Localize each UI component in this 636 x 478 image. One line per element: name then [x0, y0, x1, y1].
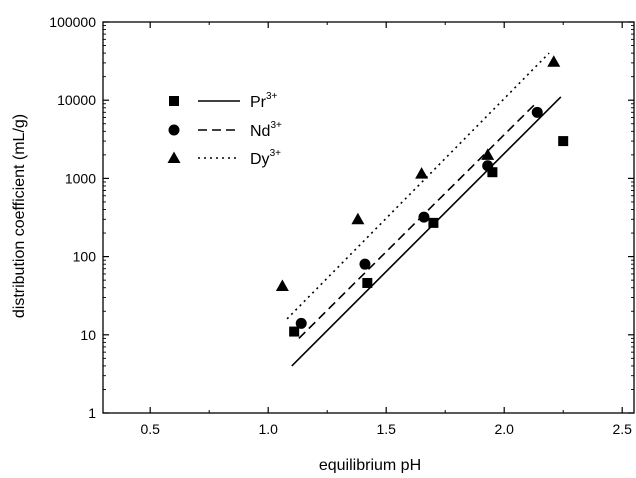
data-point-pr	[362, 277, 373, 288]
data-point-dy	[351, 212, 365, 225]
legend-label-superscript: 3+	[266, 91, 278, 102]
fit-lines	[286, 52, 562, 367]
y-tick-label: 10000	[57, 92, 96, 108]
data-point-nd	[295, 317, 307, 329]
data-point-nd	[531, 106, 543, 118]
y-axis-title: distribution coefficient (mL/g)	[11, 114, 28, 318]
legend-label-superscript: 3+	[270, 148, 282, 159]
legend-label: Nd3+	[250, 120, 282, 140]
data-point-pr	[428, 217, 439, 228]
x-tick-label: 1.0	[258, 421, 278, 437]
x-axis-title: equilibrium pH	[319, 457, 421, 473]
x-tick-label: 2.5	[612, 421, 632, 437]
y-tick-label: 100000	[49, 14, 96, 30]
legend-label: Pr3+	[250, 91, 278, 111]
data-point-nd	[418, 211, 430, 223]
x-tick-label: 1.5	[376, 421, 396, 437]
fit-line-nd	[298, 101, 538, 339]
plot-frame	[102, 21, 635, 414]
y-tick-label: 10	[80, 327, 96, 343]
legend-marker	[169, 96, 179, 106]
ticks-layer: 0.5 1.0 1.5 2.0 2.5 1 10 100 1000 10000 100000	[49, 14, 634, 437]
y-tick-label: 100	[73, 249, 97, 265]
fit-line-dy	[286, 52, 550, 320]
fit-line-pr	[291, 96, 562, 367]
data-point-pr	[558, 136, 569, 147]
y-tick-label: 1	[88, 405, 96, 421]
legend-marker	[167, 151, 181, 163]
data-point-nd	[359, 258, 371, 270]
legend-label-base: Nd	[250, 123, 270, 140]
data-point-dy	[275, 279, 289, 292]
legend-label: Dy3+	[250, 148, 281, 168]
data-point-dy	[481, 148, 495, 160]
axes-layer	[102, 21, 635, 414]
legend-label-base: Dy	[250, 151, 270, 168]
x-tick-label: 2.0	[494, 421, 514, 437]
data-point-pr	[289, 326, 300, 337]
legend-label-base: Pr	[250, 94, 267, 111]
data-point-nd	[482, 160, 494, 172]
data-point-dy	[547, 55, 561, 67]
y-tick-label: 1000	[65, 170, 96, 186]
data-point-dy	[415, 167, 429, 179]
data-point-pr	[487, 167, 498, 178]
legend-item-pr: Pr3+	[169, 91, 278, 111]
legend: Pr3+Nd3+Dy3+	[167, 91, 282, 168]
x-tick-label: 0.5	[140, 421, 160, 437]
legend-item-dy: Dy3+	[167, 148, 281, 168]
legend-item-nd: Nd3+	[168, 120, 282, 140]
legend-label-superscript: 3+	[270, 120, 282, 131]
legend-marker	[168, 124, 180, 136]
data-points	[275, 55, 569, 337]
